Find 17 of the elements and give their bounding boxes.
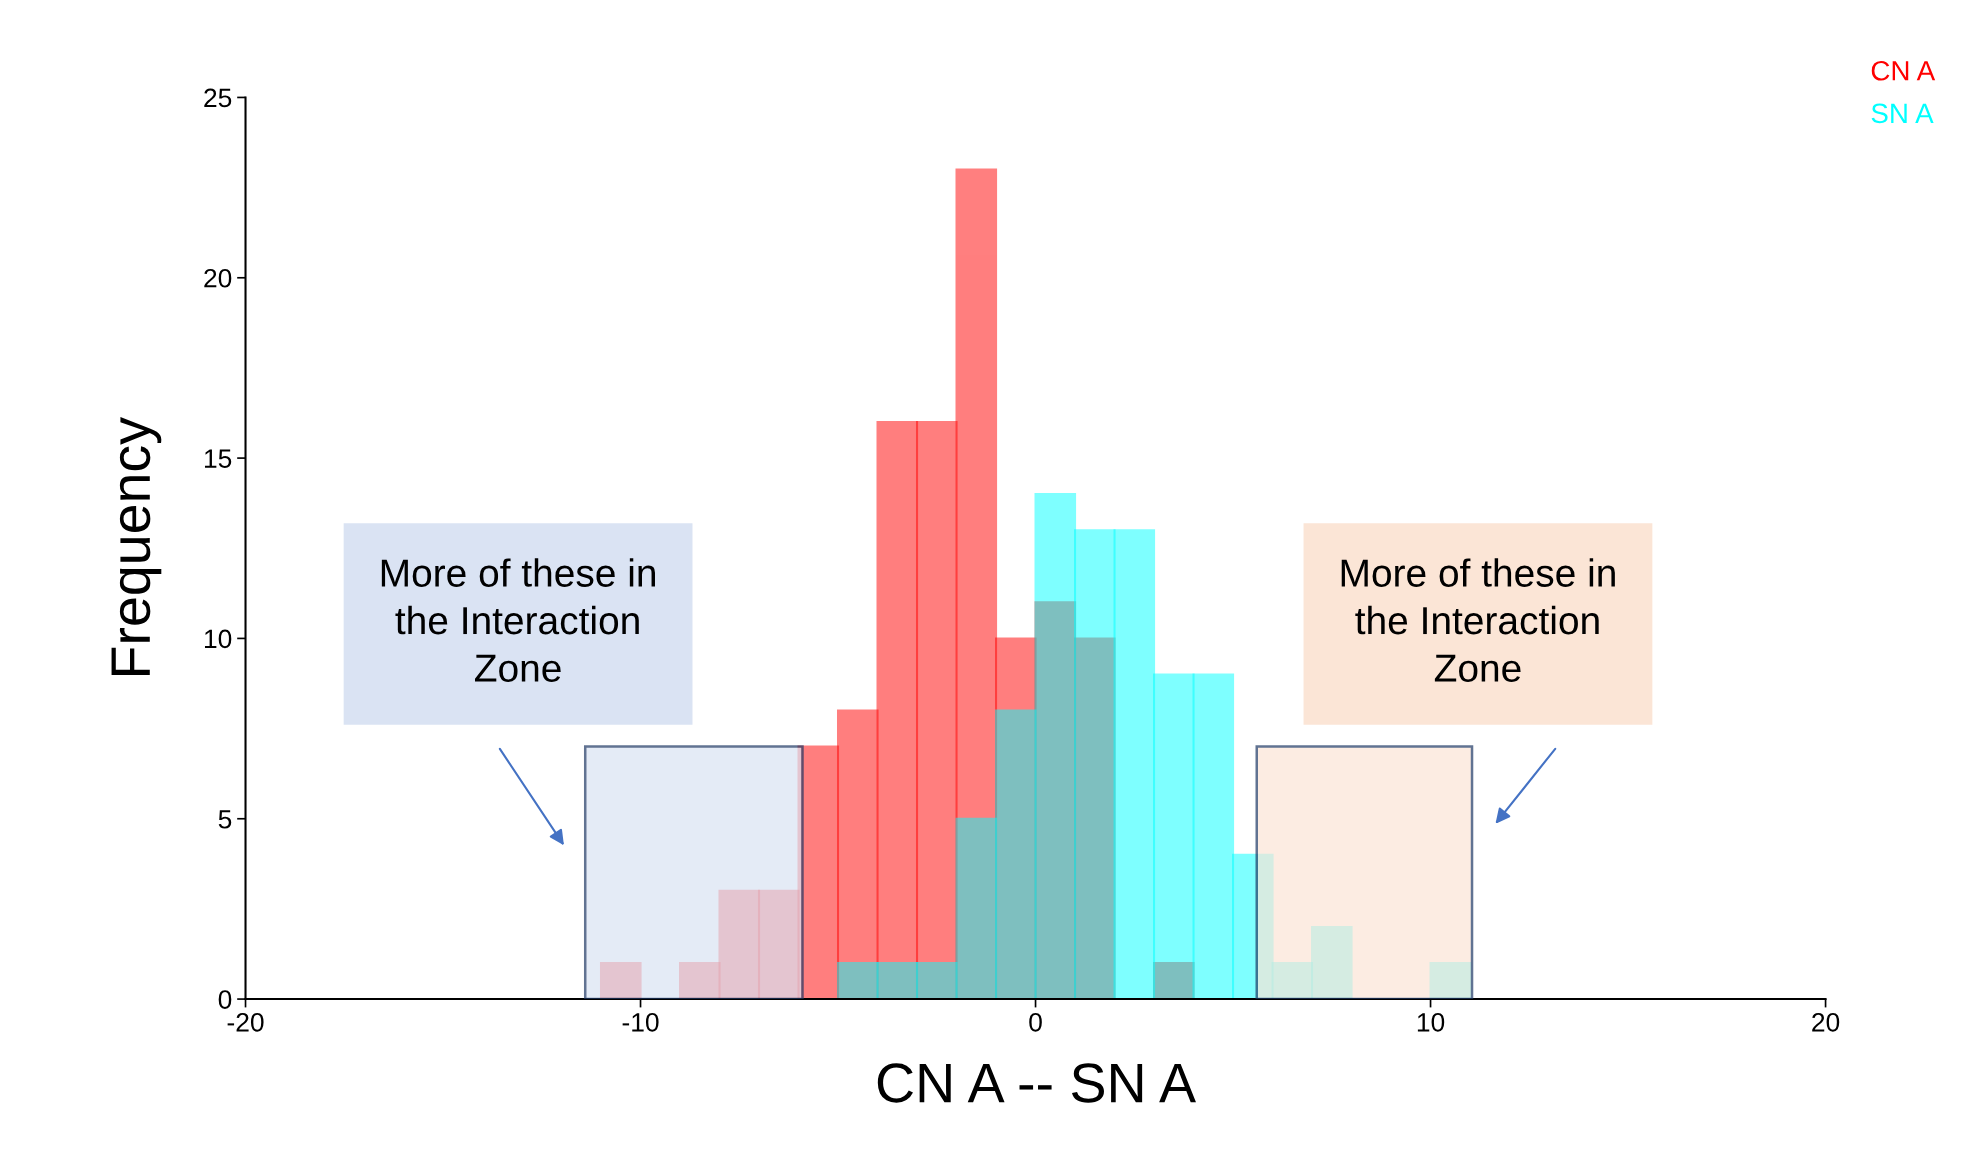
band-label: More of these in the Interaction Zone [381, 558, 655, 682]
text: SN A [1871, 103, 1934, 124]
y-tick-label: 5 [218, 810, 232, 829]
text: CN A [1871, 60, 1936, 81]
x-tick-label: 20 [1812, 1012, 1840, 1032]
band-label: More of these in the Interaction Zone [1341, 558, 1615, 682]
x-tick-label: -10 [622, 1012, 659, 1032]
x-axis-title: CN A -- SN A [877, 1063, 1196, 1103]
y-tick-label: 20 [204, 268, 232, 288]
x-tick-label: 10 [1417, 1012, 1445, 1032]
x-tick-label: 0 [1029, 1012, 1042, 1032]
y-axis-title: Frequency [111, 417, 162, 675]
y-tick-label: 0 [218, 990, 232, 1009]
y-tick-label: 25 [204, 88, 232, 108]
y-tick-label: 10 [204, 629, 232, 649]
y-tick-label: 15 [204, 449, 232, 468]
x-tick-label: -20 [227, 1012, 264, 1032]
